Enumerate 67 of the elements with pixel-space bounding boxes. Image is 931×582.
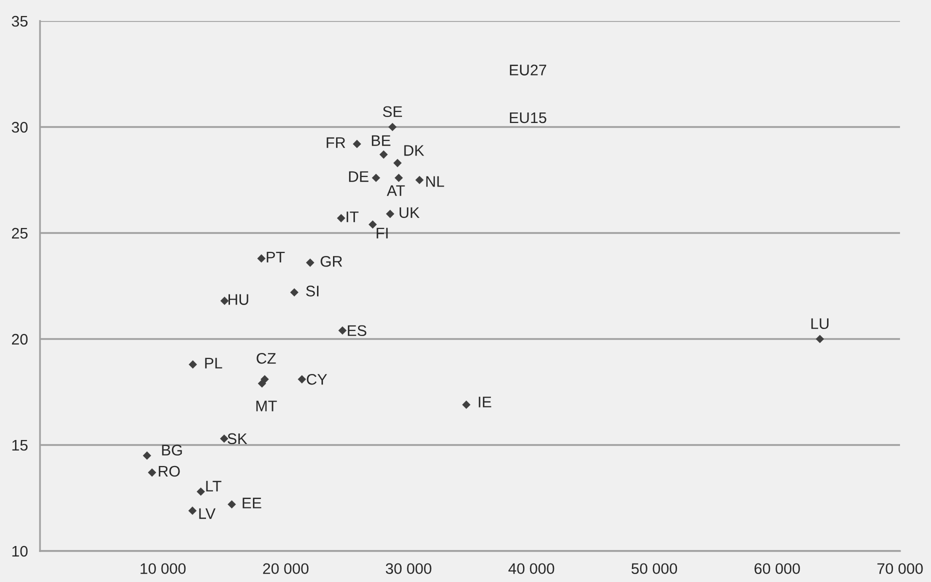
point	[368, 220, 377, 229]
y-tick-label: 35	[12, 16, 28, 27]
annotation: SE	[382, 106, 402, 118]
x-tick-label: 10 000	[140, 563, 186, 574]
point	[393, 158, 402, 168]
annotation: GR	[320, 256, 342, 267]
annotation: PT	[266, 252, 285, 262]
annotation: SI	[306, 286, 318, 296]
annotation: IT	[346, 212, 359, 222]
point	[290, 288, 298, 297]
x-tick-label: 50 000	[632, 563, 678, 574]
point	[306, 258, 314, 267]
annotation: LV	[199, 508, 216, 519]
annotation: MT	[256, 400, 277, 412]
annotation: LT	[206, 480, 222, 492]
point	[188, 506, 197, 515]
point	[188, 360, 197, 369]
point	[220, 296, 229, 306]
annotation: EU27	[510, 64, 546, 76]
annotation: FI	[376, 228, 388, 238]
point	[394, 174, 403, 182]
point	[196, 487, 205, 496]
point	[257, 254, 266, 263]
y-tick-label: 25	[12, 228, 28, 239]
point	[228, 500, 236, 509]
y-tick-label: 15	[12, 440, 28, 451]
annotation: DE	[349, 171, 368, 182]
annotation: CZ	[256, 352, 276, 364]
x-tick-label: 70 000	[877, 563, 923, 574]
annotation: FR	[326, 137, 346, 148]
annotation: BE	[372, 135, 390, 146]
y-tick-label: 20	[12, 334, 28, 345]
x-tick-label: 30 000	[386, 563, 432, 574]
point	[379, 150, 388, 159]
annotation: BG	[162, 444, 182, 456]
annotation: EE	[242, 498, 262, 508]
x-tick-label: 20 000	[263, 563, 308, 574]
point	[462, 400, 470, 409]
point	[372, 174, 380, 182]
annotation: DK	[404, 145, 424, 156]
annotation: UK	[400, 207, 420, 218]
point	[298, 375, 306, 384]
annotation: HU	[228, 294, 248, 305]
x-tick-label: 60 000	[754, 563, 800, 574]
y-tick-label: 30	[12, 122, 28, 133]
point	[386, 210, 394, 218]
point	[258, 379, 266, 388]
point	[415, 176, 424, 184]
annotation: RO	[158, 466, 180, 477]
annotation: PL	[205, 358, 222, 368]
point	[336, 214, 346, 222]
point	[388, 122, 397, 132]
annotation: SK	[228, 433, 248, 444]
annotation: IE	[478, 396, 492, 408]
point	[148, 468, 156, 477]
annotation: AT	[386, 185, 405, 196]
annotation: EU15	[510, 112, 546, 124]
annotation: NL	[426, 176, 444, 187]
point	[352, 140, 362, 148]
y-tick-label: 10	[12, 546, 28, 557]
point	[142, 451, 152, 460]
point	[338, 326, 347, 335]
x-tick-label: 40 000	[508, 563, 554, 574]
annotation: CY	[306, 374, 327, 385]
annotation: ES	[348, 325, 366, 336]
annotation: LU	[811, 318, 828, 330]
point	[816, 334, 824, 344]
